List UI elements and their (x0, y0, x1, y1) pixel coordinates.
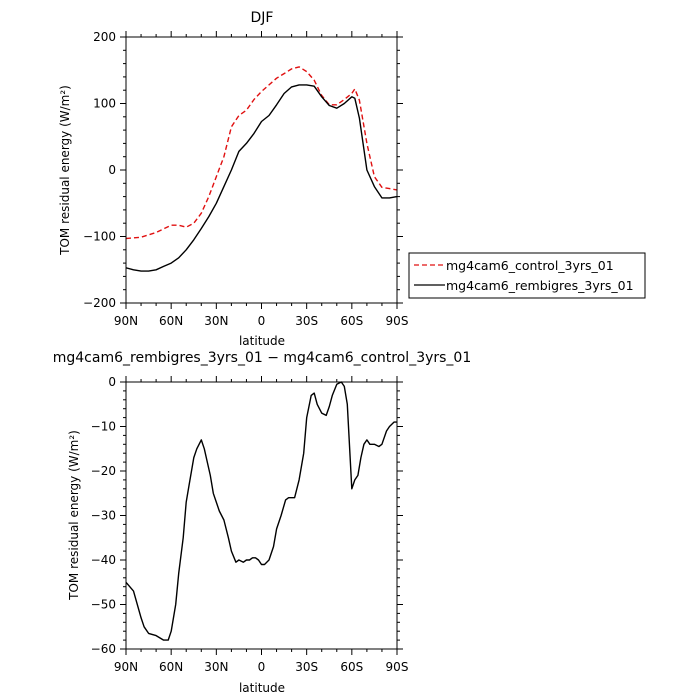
top-y-tick-labels: 200 100 0 −100 −200 (83, 30, 116, 310)
x-tick-label: 30N (204, 660, 228, 674)
top-title: DJF (251, 10, 274, 26)
y-tick-label: −100 (83, 230, 116, 244)
bottom-x-axis-label: latitude (239, 681, 285, 695)
top-y-axis-label: TOM residual energy (W/m²) (58, 85, 72, 256)
bottom-x-tick-labels: 90N 60N 30N 0 30S 60S 90S (114, 660, 409, 674)
y-tick-label: −10 (91, 420, 116, 434)
legend-label-control: mg4cam6_control_3yrs_01 (446, 258, 614, 273)
bottom-plot-frame (125, 381, 398, 650)
x-tick-label: 30S (295, 660, 318, 674)
y-tick-label: 200 (93, 30, 116, 44)
series-line-mg4cam6_rembigres_3yrs_01 (125, 84, 398, 272)
y-tick-label: 100 (93, 97, 116, 111)
y-tick-label: −30 (91, 509, 116, 523)
y-tick-label: 0 (108, 163, 116, 177)
x-tick-label: 30N (204, 314, 228, 328)
bottom-axis-ticks (120, 376, 403, 655)
top-x-tick-labels: 90N 60N 30N 0 30S 60S 90S (114, 314, 409, 328)
top-plot-frame (125, 36, 398, 304)
x-tick-label: 30S (295, 314, 318, 328)
x-tick-label: 60S (340, 660, 363, 674)
legend: mg4cam6_control_3yrs_01 mg4cam6_rembigre… (408, 252, 646, 299)
legend-label-rembigres: mg4cam6_rembigres_3yrs_01 (446, 278, 634, 293)
bottom-title: mg4cam6_rembigres_3yrs_01 − mg4cam6_cont… (53, 350, 472, 366)
y-tick-label: −60 (91, 642, 116, 656)
bottom-y-axis-label: TOM residual energy (W/m²) (67, 430, 81, 601)
legend-box (408, 252, 646, 299)
y-tick-label: −20 (91, 464, 116, 478)
top-panel: DJF 90N 60N 30N 0 30S 60S 90S 2001000−100−200 … (58, 10, 646, 348)
x-tick-label: 60N (159, 314, 183, 328)
x-tick-label: 60S (340, 314, 363, 328)
series-line-mg4cam6_control_3yrs_01 (125, 66, 398, 240)
bottom-y-tick-labels: 0 −10 −20 −30 −40 −50 −60 (91, 375, 116, 656)
bottom-panel: mg4cam6_rembigres_3yrs_01 − mg4cam6_cont… (53, 350, 472, 695)
x-tick-label: 90S (386, 314, 409, 328)
x-tick-label: 90N (114, 660, 138, 674)
y-tick-label: −50 (91, 598, 116, 612)
y-tick-label: −200 (83, 296, 116, 310)
y-tick-label: −40 (91, 553, 116, 567)
x-tick-label: 90S (386, 660, 409, 674)
x-tick-label: 60N (159, 660, 183, 674)
x-tick-label: 90N (114, 314, 138, 328)
series-line-panel1 (125, 381, 397, 641)
top-x-axis-label: latitude (239, 334, 285, 348)
top-series-group (125, 66, 398, 272)
x-tick-label: 0 (258, 314, 266, 328)
bottom-series-group (125, 381, 397, 641)
x-tick-label: 0 (258, 660, 266, 674)
y-tick-label: 0 (108, 375, 116, 389)
